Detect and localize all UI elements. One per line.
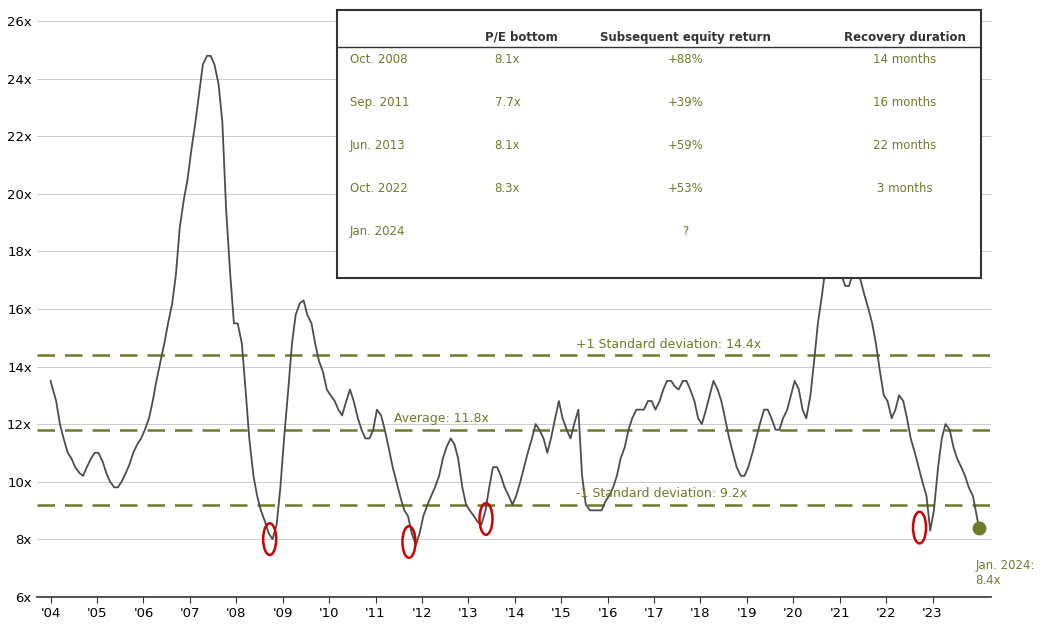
Text: Recovery duration: Recovery duration xyxy=(844,31,966,43)
Text: Oct. 2008: Oct. 2008 xyxy=(350,53,407,66)
Text: Subsequent equity return: Subsequent equity return xyxy=(600,31,770,43)
Text: Jun. 2013: Jun. 2013 xyxy=(350,139,405,152)
Text: 8.1x: 8.1x xyxy=(495,139,520,152)
Text: Sep. 2011: Sep. 2011 xyxy=(350,96,409,109)
Text: Average: 11.8x: Average: 11.8x xyxy=(395,413,490,426)
Text: 14 months: 14 months xyxy=(873,53,936,66)
Text: Oct. 2022: Oct. 2022 xyxy=(350,182,407,195)
Text: +1 Standard deviation: 14.4x: +1 Standard deviation: 14.4x xyxy=(575,338,761,350)
Text: 3 months: 3 months xyxy=(877,182,932,195)
Text: +39%: +39% xyxy=(667,96,704,109)
Text: 8.3x: 8.3x xyxy=(495,182,520,195)
Text: +53%: +53% xyxy=(667,182,704,195)
Text: P/E bottom: P/E bottom xyxy=(485,31,557,43)
Text: 22 months: 22 months xyxy=(873,139,936,152)
Text: ?: ? xyxy=(682,225,688,238)
FancyBboxPatch shape xyxy=(337,10,981,278)
Text: +88%: +88% xyxy=(667,53,704,66)
Text: 8.1x: 8.1x xyxy=(495,53,520,66)
Text: Jan. 2024:
8.4x: Jan. 2024: 8.4x xyxy=(975,559,1035,587)
Text: +59%: +59% xyxy=(667,139,704,152)
Text: 7.7x: 7.7x xyxy=(495,96,520,109)
Text: Jan. 2024: Jan. 2024 xyxy=(350,225,405,238)
Text: -1 Standard deviation: 9.2x: -1 Standard deviation: 9.2x xyxy=(575,487,746,500)
Text: 16 months: 16 months xyxy=(873,96,936,109)
